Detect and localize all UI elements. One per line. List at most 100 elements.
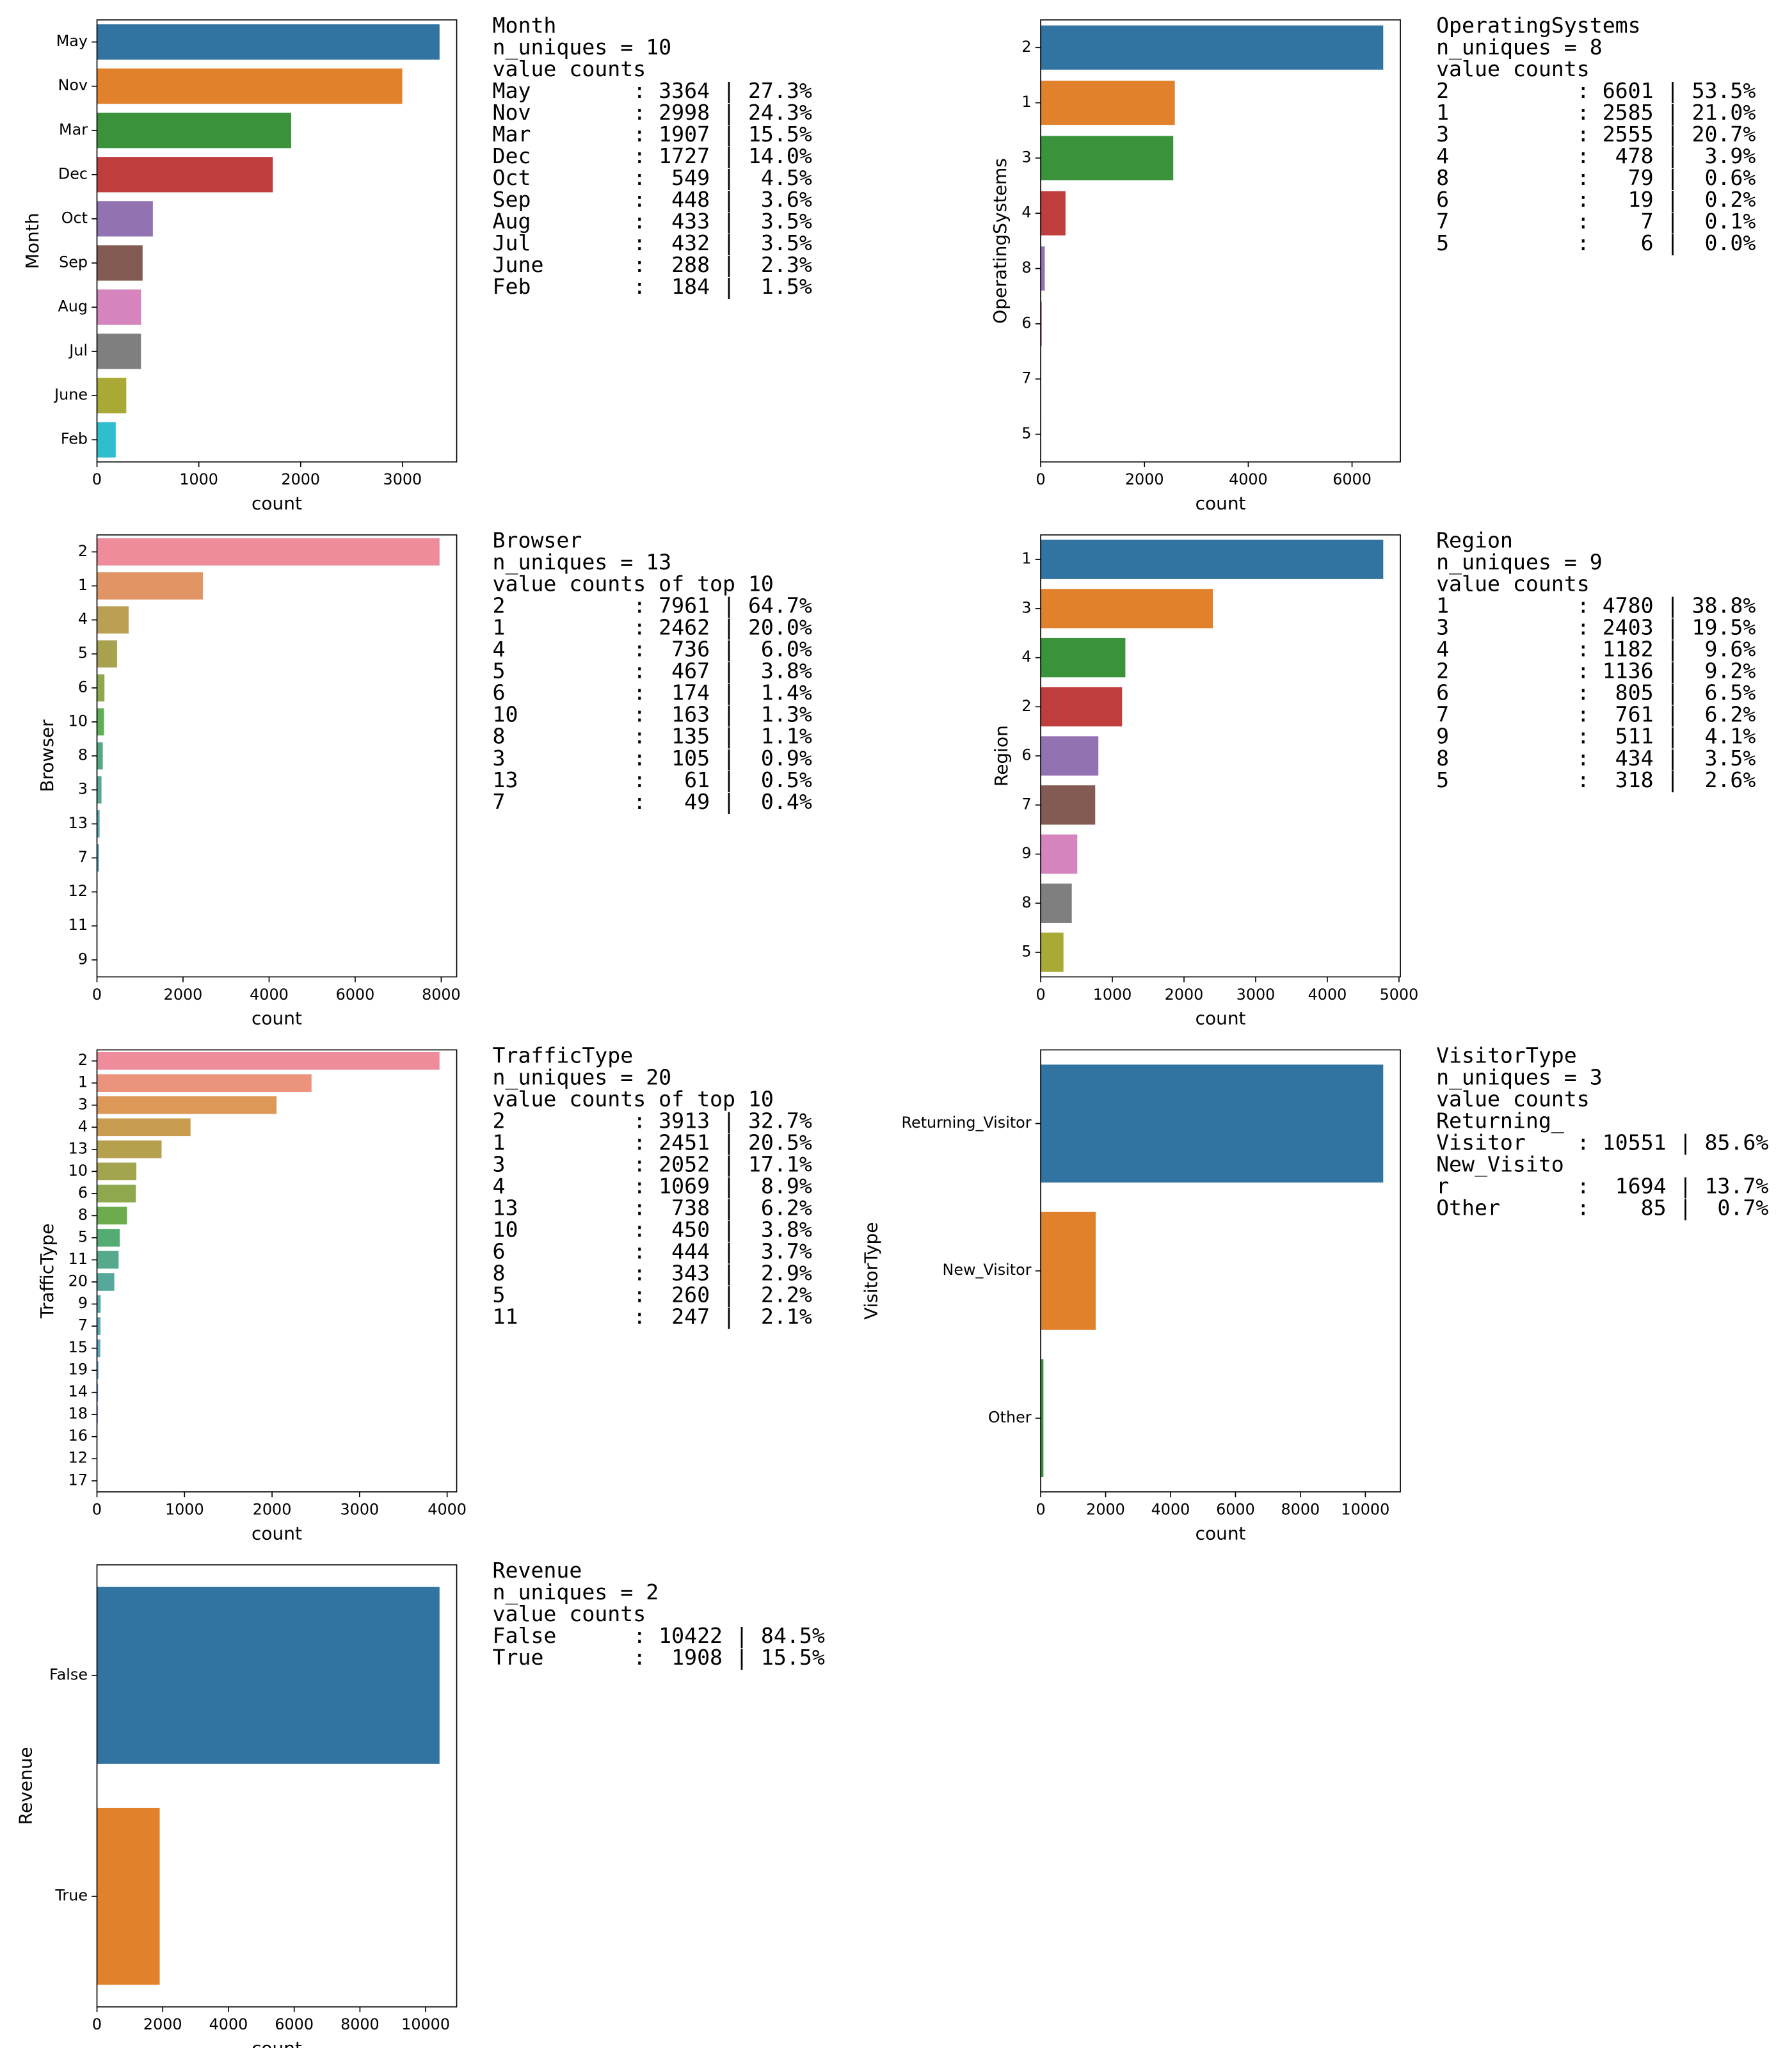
summary-line: 1 : 2585 | 21.0% — [1436, 100, 1756, 125]
y-tick-label: 20 — [68, 1272, 88, 1290]
axes-frame — [1040, 534, 1401, 978]
y-tick-label: 3 — [78, 780, 88, 798]
summary-line: 7 : 49 | 0.4% — [493, 789, 812, 814]
x-axis-label: count — [1196, 493, 1246, 514]
summary-line: 2 : 7961 | 64.7% — [493, 593, 812, 618]
bar — [97, 1074, 312, 1092]
summary-line: Nov : 2998 | 24.3% — [493, 100, 812, 125]
bar — [97, 640, 117, 668]
x-tick-label: 1000 — [1093, 986, 1132, 1004]
summary-line: Oct : 549 | 4.5% — [493, 165, 812, 190]
summary-line: Sep : 448 | 3.6% — [493, 187, 812, 212]
y-tick-label: 5 — [78, 644, 88, 662]
y-tick-label: Other — [988, 1408, 1032, 1426]
y-tick-label: 6 — [1021, 746, 1031, 764]
bar — [97, 1162, 137, 1181]
y-tick-label: 11 — [68, 1250, 88, 1268]
y-tick-label: 15 — [68, 1338, 88, 1356]
summary-line: 7 : 761 | 6.2% — [1436, 702, 1756, 727]
summary-line: 3 : 2052 | 17.1% — [493, 1151, 812, 1176]
bar — [97, 1807, 160, 1985]
x-tick-label: 4000 — [209, 2015, 248, 2033]
bar — [97, 201, 153, 237]
y-tick-label: False — [49, 1665, 88, 1683]
panel: Returning_Visitor New_Visitor Other 0 2000 40… — [861, 1043, 1769, 1544]
bar — [97, 1140, 162, 1158]
y-tick-label: June — [53, 386, 88, 404]
y-tick-label: 3 — [78, 1095, 88, 1113]
bar — [97, 1339, 100, 1357]
y-tick-label: 3 — [1021, 148, 1031, 166]
summary-line: n_uniques = 3 — [1436, 1064, 1603, 1090]
bar — [1041, 136, 1174, 180]
x-tick-label: 2000 — [164, 986, 203, 1004]
bar — [1041, 589, 1213, 628]
x-tick-label: 3000 — [1236, 986, 1276, 1004]
summary-line: June : 288 | 2.3% — [493, 252, 812, 277]
x-tick-label: 4000 — [1229, 470, 1268, 488]
summary-line: value counts — [1436, 572, 1590, 596]
x-tick-label: 6000 — [1216, 1501, 1255, 1519]
y-axis-label: TrafficType — [36, 1224, 58, 1319]
summary-line: Aug : 433 | 3.5% — [493, 209, 812, 234]
y-tick-label: 7 — [1021, 369, 1031, 387]
bar — [1041, 736, 1099, 776]
summary-line: 6 : 174 | 1.4% — [493, 680, 812, 705]
y-tick-label: 5 — [78, 1228, 88, 1245]
summary-line: Feb : 184 | 1.5% — [493, 274, 812, 299]
summary-line: False : 10422 | 84.5% — [493, 1623, 825, 1648]
bar — [1041, 1212, 1096, 1330]
y-tick-label: 11 — [68, 916, 88, 934]
axes-frame — [1040, 1049, 1401, 1492]
x-tick-label: 2000 — [253, 1501, 292, 1519]
summary-line: n_uniques = 9 — [1436, 550, 1603, 575]
x-axis-label: count — [1196, 1523, 1246, 1544]
bar — [97, 674, 105, 702]
bar — [97, 1052, 440, 1070]
y-axis-label: Revenue — [15, 1747, 36, 1825]
x-tick-label: 0 — [1036, 470, 1045, 488]
y-axis-label: Browser — [36, 719, 58, 792]
summary-line: 8 : 343 | 2.9% — [493, 1260, 812, 1285]
summary-line: Mar : 1907 | 15.5% — [493, 122, 812, 147]
panel: False True 0 2000 4000 6000 8000 10000 count Reve… — [15, 1558, 825, 2048]
x-tick-label: 1000 — [165, 1501, 204, 1519]
x-tick-label: 2000 — [1086, 1501, 1125, 1519]
summary-line: 6 : 19 | 0.2% — [1436, 187, 1756, 212]
x-tick-label: 4000 — [1151, 1501, 1190, 1519]
bar — [97, 113, 291, 148]
y-tick-label: Sep — [59, 253, 88, 271]
y-tick-label: 4 — [1021, 648, 1031, 666]
y-tick-label: 5 — [1021, 943, 1031, 961]
y-axis-label: OperatingSystems — [989, 158, 1011, 324]
y-tick-label: 6 — [78, 678, 88, 696]
y-tick-label: Jul — [68, 342, 88, 360]
bar — [1041, 191, 1066, 236]
summary-line: 11 : 247 | 2.1% — [493, 1304, 812, 1329]
summary-line: 4 : 1182 | 9.6% — [1436, 637, 1756, 662]
y-tick-label: 2 — [78, 542, 88, 560]
bar — [97, 1295, 101, 1313]
summary-line: 10 : 450 | 3.8% — [493, 1217, 812, 1242]
summary-line: n_uniques = 20 — [493, 1064, 672, 1090]
bar — [97, 1118, 191, 1137]
x-tick-label: 10000 — [1341, 1501, 1389, 1519]
bar — [97, 289, 141, 325]
y-tick-label: 4 — [1021, 204, 1031, 221]
x-tick-label: 4000 — [428, 1501, 467, 1519]
y-tick-label: 9 — [78, 950, 88, 968]
x-axis-label: count — [252, 1008, 302, 1029]
x-tick-label: 8000 — [422, 986, 461, 1004]
y-tick-label: Nov — [58, 76, 88, 94]
summary-line: Revenue — [493, 1558, 582, 1583]
y-tick-label: 1 — [78, 1073, 88, 1091]
bar — [97, 378, 127, 413]
y-tick-label: Dec — [58, 164, 88, 182]
y-tick-label: Feb — [61, 430, 88, 448]
summary-line: 4 : 736 | 6.0% — [493, 637, 812, 662]
bar — [97, 1273, 115, 1291]
panel: May Nov Mar Dec Oct Sep Aug Jul June Feb 0 1000 2000… — [22, 13, 812, 514]
summary-line: n_uniques = 8 — [1436, 35, 1603, 60]
bar — [1041, 25, 1384, 70]
bar — [97, 1185, 136, 1203]
